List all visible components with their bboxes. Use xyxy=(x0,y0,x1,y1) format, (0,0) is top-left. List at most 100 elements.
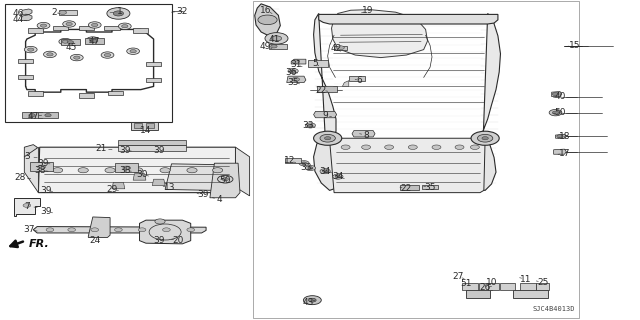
Text: 22: 22 xyxy=(401,184,412,193)
Circle shape xyxy=(335,175,340,178)
Polygon shape xyxy=(20,15,32,20)
Circle shape xyxy=(113,11,124,16)
Text: 35: 35 xyxy=(287,78,299,87)
Bar xyxy=(146,62,161,66)
Circle shape xyxy=(341,145,350,149)
Circle shape xyxy=(123,166,131,170)
Text: 11: 11 xyxy=(520,275,532,284)
Circle shape xyxy=(163,228,170,232)
Circle shape xyxy=(23,204,31,207)
Text: 20: 20 xyxy=(172,236,184,245)
Polygon shape xyxy=(314,13,336,137)
Circle shape xyxy=(105,168,115,173)
Bar xyxy=(308,60,328,67)
Bar xyxy=(108,91,123,95)
Text: 47: 47 xyxy=(28,112,39,121)
Text: 49: 49 xyxy=(260,42,271,51)
Bar xyxy=(79,26,94,30)
Bar xyxy=(146,78,161,82)
Text: 40: 40 xyxy=(554,92,566,101)
Circle shape xyxy=(62,40,68,43)
Circle shape xyxy=(160,168,170,173)
Polygon shape xyxy=(115,163,138,172)
Bar xyxy=(317,86,337,92)
Circle shape xyxy=(66,22,72,26)
Circle shape xyxy=(46,228,54,232)
Circle shape xyxy=(552,92,559,96)
Text: 28: 28 xyxy=(15,173,26,182)
Circle shape xyxy=(88,22,101,28)
Text: 34: 34 xyxy=(319,167,331,176)
Circle shape xyxy=(320,134,335,142)
Polygon shape xyxy=(22,112,42,118)
Polygon shape xyxy=(319,14,498,24)
Bar xyxy=(146,123,154,128)
Text: 9: 9 xyxy=(323,111,328,120)
Circle shape xyxy=(314,131,342,145)
Circle shape xyxy=(138,228,146,232)
Circle shape xyxy=(477,134,493,142)
Text: 7: 7 xyxy=(24,202,29,211)
Polygon shape xyxy=(88,217,110,237)
Text: 39: 39 xyxy=(198,190,209,199)
Circle shape xyxy=(63,21,76,27)
Circle shape xyxy=(86,37,99,43)
Circle shape xyxy=(44,51,56,58)
Bar xyxy=(5,4,172,122)
Text: 38: 38 xyxy=(34,166,45,175)
Text: 33: 33 xyxy=(303,121,314,130)
Bar xyxy=(131,122,158,130)
Polygon shape xyxy=(85,38,104,44)
Circle shape xyxy=(470,145,479,149)
Circle shape xyxy=(78,168,88,173)
Circle shape xyxy=(291,70,296,72)
Text: 16: 16 xyxy=(260,6,271,15)
Text: 51: 51 xyxy=(460,279,472,288)
Bar xyxy=(269,44,287,49)
Text: 41: 41 xyxy=(268,35,280,44)
Bar xyxy=(466,290,490,298)
Text: 50: 50 xyxy=(554,108,566,117)
Polygon shape xyxy=(33,227,206,233)
Circle shape xyxy=(303,296,321,305)
Text: 45: 45 xyxy=(66,43,77,52)
Text: 8: 8 xyxy=(364,131,369,140)
Circle shape xyxy=(222,178,228,181)
Bar xyxy=(479,283,492,290)
Bar xyxy=(520,283,536,290)
Text: FR.: FR. xyxy=(29,239,49,249)
Circle shape xyxy=(40,24,47,27)
Text: 19: 19 xyxy=(362,6,374,15)
Circle shape xyxy=(271,36,282,41)
Polygon shape xyxy=(20,9,32,15)
Text: 17: 17 xyxy=(559,149,570,158)
Text: 15: 15 xyxy=(569,41,580,50)
Text: SJC4B4013D: SJC4B4013D xyxy=(532,306,575,312)
Text: 5: 5 xyxy=(312,59,317,68)
Circle shape xyxy=(299,161,309,166)
Circle shape xyxy=(305,123,316,128)
Text: 4: 4 xyxy=(216,195,221,204)
Circle shape xyxy=(482,137,488,140)
Circle shape xyxy=(107,8,130,19)
Text: 31: 31 xyxy=(290,60,301,69)
Circle shape xyxy=(362,145,371,149)
Text: 50: 50 xyxy=(220,176,231,185)
Polygon shape xyxy=(24,145,37,173)
Bar xyxy=(18,75,33,79)
Polygon shape xyxy=(152,179,165,186)
Polygon shape xyxy=(330,138,485,193)
Polygon shape xyxy=(332,10,428,58)
Text: 6: 6 xyxy=(357,76,362,85)
Text: 33: 33 xyxy=(300,163,312,172)
Circle shape xyxy=(67,41,74,44)
Polygon shape xyxy=(481,13,500,138)
Text: 1: 1 xyxy=(118,7,123,16)
Text: 35: 35 xyxy=(424,183,436,192)
Text: 18: 18 xyxy=(559,132,570,141)
Bar xyxy=(104,26,120,30)
Bar xyxy=(118,145,186,151)
Text: 44: 44 xyxy=(12,15,24,24)
Circle shape xyxy=(305,165,316,171)
Bar xyxy=(79,93,94,98)
